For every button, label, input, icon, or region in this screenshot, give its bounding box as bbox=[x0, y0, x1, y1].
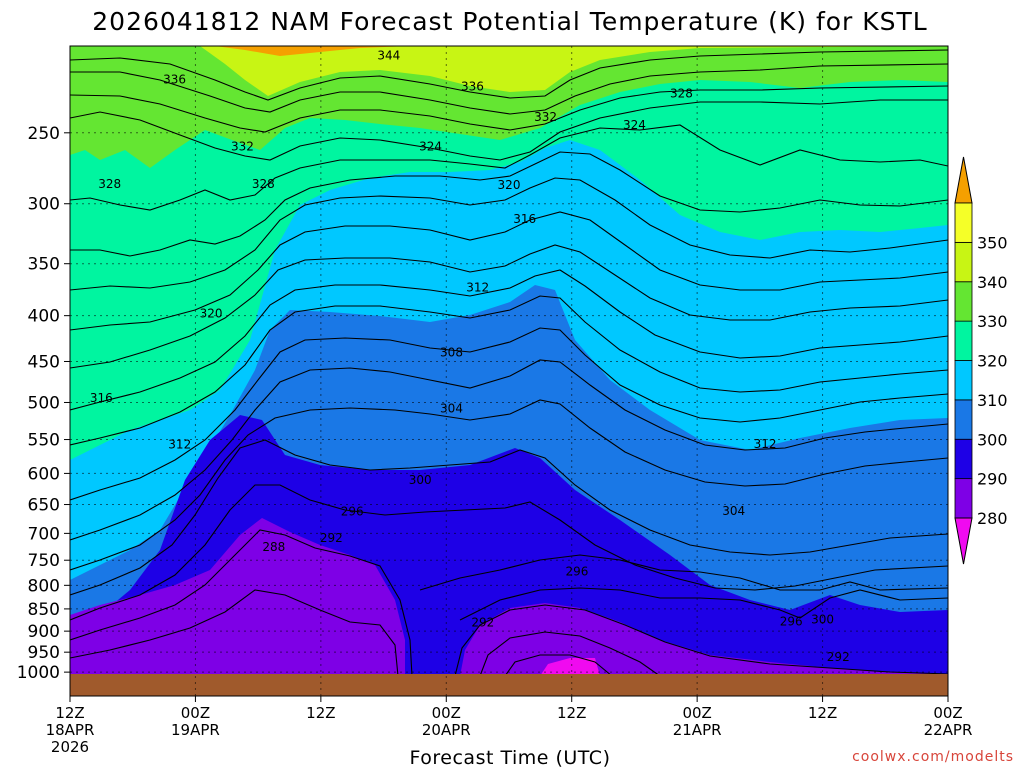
y-tick-label: 900 bbox=[28, 622, 60, 642]
contour-label: 328 bbox=[670, 87, 693, 101]
colorbar-tick-label: 340 bbox=[977, 273, 1008, 292]
ground-strip bbox=[70, 674, 948, 696]
contour-label: 300 bbox=[409, 473, 432, 487]
y-tick-label: 300 bbox=[28, 195, 60, 215]
x-tick-label: 19APR bbox=[171, 721, 220, 739]
colorbar-band bbox=[954, 281, 973, 322]
x-tick-label: 22APR bbox=[924, 721, 973, 739]
colorbar-tick-label: 330 bbox=[977, 312, 1008, 331]
y-tick-label: 750 bbox=[28, 551, 60, 571]
contour-label: 344 bbox=[377, 49, 400, 63]
contour-label: 312 bbox=[466, 280, 489, 294]
contour-lines bbox=[70, 49, 948, 676]
contour-label: 328 bbox=[98, 177, 121, 191]
contour-label: 332 bbox=[231, 140, 254, 154]
colorbar-tick-label: 300 bbox=[977, 430, 1008, 449]
contour-label: 320 bbox=[200, 307, 223, 321]
x-tick-label: 2026 bbox=[51, 738, 89, 756]
credit-text: coolwx.com/modelts bbox=[852, 749, 1014, 765]
contour-label: 300 bbox=[811, 612, 834, 626]
y-tick-label: 800 bbox=[28, 576, 60, 596]
colorbar-tick-label: 290 bbox=[977, 470, 1008, 489]
contour-labels: 344 336 336 332 332 328 324 324 328 328 320 316 312 3… bbox=[90, 49, 850, 664]
colorbar-band bbox=[954, 478, 973, 519]
y-tick-label: 600 bbox=[28, 464, 60, 484]
y-tick-label: 450 bbox=[28, 352, 60, 372]
contour-label: 292 bbox=[471, 615, 494, 629]
colorbar-tick-label: 310 bbox=[977, 391, 1008, 410]
temperature-field bbox=[70, 46, 948, 676]
colorbar-band bbox=[954, 399, 973, 440]
contour-label: 336 bbox=[461, 80, 484, 94]
chart-title: 2026041812 NAM Forecast Potential Temper… bbox=[92, 7, 927, 36]
contour-label: 296 bbox=[780, 615, 803, 629]
x-tick-label: 00Z bbox=[682, 704, 711, 722]
y-tick-label: 950 bbox=[28, 643, 60, 663]
colorbar-band bbox=[954, 438, 973, 480]
x-tick-label: 00Z bbox=[181, 704, 210, 722]
x-tick-label: 18APR bbox=[46, 721, 95, 739]
y-tick-label: 350 bbox=[28, 255, 60, 275]
colorbar-band bbox=[954, 320, 973, 361]
colorbar-tick-label: 280 bbox=[977, 509, 1008, 528]
colorbar-tick-label: 350 bbox=[977, 233, 1008, 252]
contour-label: 324 bbox=[419, 140, 442, 154]
colorbar-band bbox=[954, 202, 973, 243]
y-tick-label: 850 bbox=[28, 600, 60, 620]
x-axis-label: Forecast Time (UTC) bbox=[410, 747, 611, 768]
colorbar-band bbox=[954, 360, 973, 401]
contour-label: 292 bbox=[827, 650, 850, 664]
y-tick-label: 500 bbox=[28, 393, 60, 413]
contour-label: 328 bbox=[252, 177, 275, 191]
contour-label: 336 bbox=[163, 73, 186, 87]
colorbar-over-triangle bbox=[954, 156, 973, 204]
x-tick-label: 12Z bbox=[306, 704, 335, 722]
x-tick-label: 21APR bbox=[673, 721, 722, 739]
contour-label: 324 bbox=[623, 118, 646, 132]
colorbar-band bbox=[954, 241, 973, 283]
contour-label: 292 bbox=[320, 531, 343, 545]
contour-label: 312 bbox=[754, 437, 777, 451]
contour-label: 304 bbox=[440, 402, 463, 416]
grid bbox=[70, 46, 948, 696]
y-axis: 2503003504004505005506006507007508008509… bbox=[17, 124, 70, 683]
contour-label: 316 bbox=[90, 391, 113, 405]
x-tick-label: 12Z bbox=[808, 704, 837, 722]
contour-label: 308 bbox=[440, 346, 463, 360]
x-tick-label: 12Z bbox=[55, 704, 84, 722]
band-under-280 bbox=[540, 658, 600, 676]
contour-label: 304 bbox=[722, 504, 745, 518]
contour-label: 316 bbox=[513, 212, 536, 226]
contour-label: 320 bbox=[498, 178, 521, 192]
x-tick-label: 20APR bbox=[422, 721, 471, 739]
band-280-b bbox=[460, 603, 948, 676]
plot-frame bbox=[69, 45, 949, 697]
contour-label: 296 bbox=[341, 505, 364, 519]
y-tick-label: 1000 bbox=[17, 663, 60, 683]
y-tick-label: 700 bbox=[28, 524, 60, 544]
x-tick-label: 00Z bbox=[432, 704, 461, 722]
contour-label: 288 bbox=[262, 540, 285, 554]
y-tick-label: 550 bbox=[28, 431, 60, 451]
x-tick-label: 00Z bbox=[933, 704, 962, 722]
colorbar-tick-label: 320 bbox=[977, 352, 1008, 371]
y-tick-label: 650 bbox=[28, 496, 60, 516]
contour-label: 296 bbox=[565, 564, 588, 578]
contour-label: 312 bbox=[168, 437, 191, 451]
x-tick-label: 12Z bbox=[557, 704, 586, 722]
y-tick-label: 400 bbox=[28, 307, 60, 327]
contour-label: 332 bbox=[534, 110, 557, 124]
colorbar-under-triangle bbox=[954, 517, 973, 565]
colorbar: 280 290 300 310 320 330 340 350 bbox=[954, 156, 1008, 565]
y-tick-label: 250 bbox=[28, 124, 60, 144]
